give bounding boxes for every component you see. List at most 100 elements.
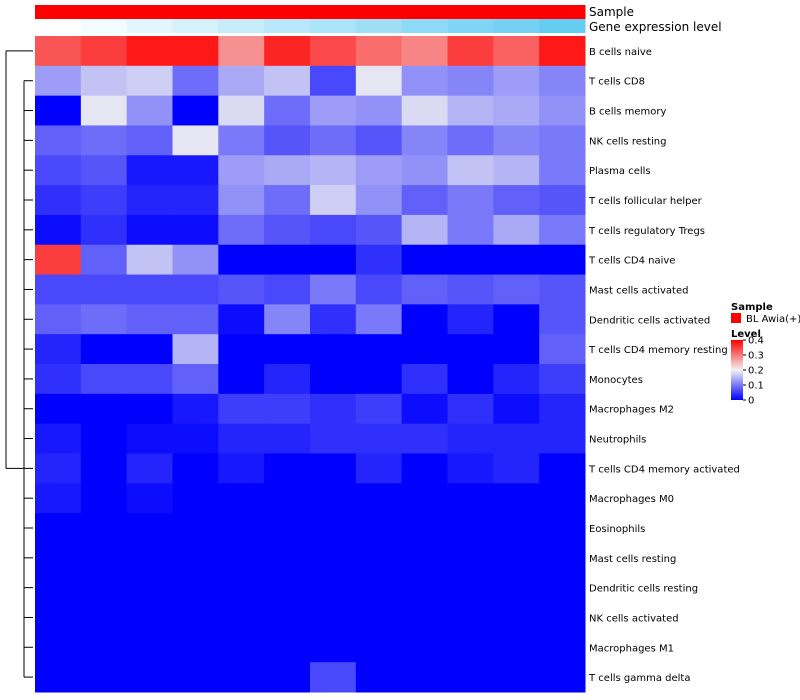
heatmap-cell bbox=[447, 244, 494, 276]
heatmap-cell bbox=[172, 155, 219, 186]
heatmap-cell bbox=[218, 393, 265, 425]
heatmap-cell bbox=[401, 155, 448, 186]
heatmap-cell bbox=[80, 334, 128, 365]
heatmap-cell bbox=[172, 185, 219, 216]
heatmap-cell bbox=[35, 602, 82, 633]
heatmap-cell bbox=[80, 542, 128, 574]
legend-ticks: 0.4 0.3 0.2 0.1 0 bbox=[743, 336, 764, 407]
heatmap-cell bbox=[264, 393, 311, 425]
row-label: NK cells resting bbox=[589, 136, 666, 147]
heatmap-cell bbox=[447, 423, 494, 454]
row-label: B cells memory bbox=[589, 107, 666, 118]
heatmap-cell bbox=[172, 542, 219, 574]
row-label: Macrophages M1 bbox=[589, 643, 674, 654]
heatmap-cell bbox=[80, 602, 128, 633]
heatmap-cell bbox=[355, 274, 403, 305]
heatmap-cell bbox=[264, 483, 311, 514]
heatmap-cell bbox=[264, 602, 311, 633]
heatmap-cell bbox=[447, 513, 494, 544]
heatmap-cell bbox=[80, 155, 128, 186]
heatmap-cell bbox=[35, 155, 82, 186]
heatmap-cell bbox=[539, 334, 586, 365]
heatmap-cell bbox=[539, 214, 586, 246]
heatmap-cell bbox=[310, 95, 357, 126]
heatmap-cell bbox=[539, 125, 586, 156]
sample-track-cell bbox=[447, 5, 494, 19]
heatmap-cell bbox=[172, 125, 219, 156]
heatmap-cell bbox=[401, 662, 448, 693]
heatmap-cell bbox=[401, 95, 448, 126]
heatmap-cell bbox=[493, 95, 540, 126]
row-label: T cells gamma delta bbox=[588, 673, 690, 684]
heatmap-cell bbox=[264, 185, 311, 216]
heatmap-cell bbox=[493, 364, 540, 395]
heatmap-cell bbox=[218, 95, 265, 126]
heatmap-cell bbox=[355, 393, 403, 425]
heatmap-cell bbox=[264, 662, 311, 693]
heatmap-cells bbox=[35, 36, 586, 693]
heatmap-cell bbox=[539, 274, 586, 305]
row-dendrogram bbox=[5, 50, 33, 678]
heatmap-cell bbox=[264, 453, 311, 484]
heatmap-cell bbox=[493, 632, 540, 663]
legend-tick-label: 0 bbox=[748, 396, 754, 407]
heatmap-cell bbox=[172, 65, 219, 97]
heatmap-cell bbox=[493, 244, 540, 276]
sample-track-cell bbox=[493, 5, 540, 19]
heatmap-cell bbox=[310, 185, 357, 216]
heatmap-cell bbox=[401, 364, 448, 395]
heatmap-cell bbox=[539, 602, 586, 633]
heatmap-cell bbox=[35, 513, 82, 544]
heatmap-cell bbox=[401, 513, 448, 544]
heatmap-cell bbox=[539, 662, 586, 693]
heatmap-cell bbox=[310, 632, 357, 663]
row-label: T cells follicular helper bbox=[588, 196, 703, 207]
heatmap-cell bbox=[264, 95, 311, 126]
heatmap-cell bbox=[447, 334, 494, 365]
heatmap-cell bbox=[218, 36, 265, 67]
heatmap-cell bbox=[35, 304, 82, 335]
row-label: T cells regulatory Tregs bbox=[588, 226, 705, 237]
heatmap-cell bbox=[310, 36, 357, 67]
heatmap-cell bbox=[539, 304, 586, 335]
legend: Sample BL Awia(+) Level 0.4 0.3 0.2 0.1 0 bbox=[731, 302, 800, 407]
heatmap-cell bbox=[447, 65, 494, 97]
heatmap-cell bbox=[401, 423, 448, 454]
heatmap-cell bbox=[493, 423, 540, 454]
heatmap-cell bbox=[493, 334, 540, 365]
heatmap-cell bbox=[80, 95, 128, 126]
heatmap-cell bbox=[80, 364, 128, 395]
heatmap-cell bbox=[401, 602, 448, 633]
heatmap-cell bbox=[355, 662, 403, 693]
heatmap-cell bbox=[35, 36, 82, 67]
sample-track-cell bbox=[401, 5, 448, 19]
row-label: Plasma cells bbox=[589, 166, 651, 177]
heatmap-cell bbox=[218, 662, 265, 693]
heatmap-cell bbox=[35, 185, 82, 216]
heatmap-cell bbox=[447, 632, 494, 663]
heatmap-cell bbox=[539, 632, 586, 663]
row-label: Neutrophils bbox=[589, 435, 646, 446]
heatmap-cell bbox=[355, 95, 403, 126]
heatmap-cell bbox=[447, 602, 494, 633]
heatmap-cell bbox=[310, 334, 357, 365]
heatmap-cell bbox=[447, 364, 494, 395]
heatmap-cell bbox=[80, 185, 128, 216]
heatmap-cell bbox=[447, 304, 494, 335]
heatmap-cell bbox=[126, 632, 173, 663]
heatmap-cell bbox=[493, 185, 540, 216]
sample-track-cell bbox=[355, 5, 403, 19]
heatmap-cell bbox=[126, 602, 173, 633]
heatmap-cell bbox=[493, 572, 540, 604]
heatmap-cell bbox=[447, 155, 494, 186]
sample-track-cell bbox=[80, 5, 128, 19]
sample-track-cell bbox=[126, 5, 173, 19]
heatmap-cell bbox=[447, 393, 494, 425]
expression-track-cell bbox=[172, 19, 219, 33]
heatmap-cell bbox=[126, 214, 173, 246]
heatmap-cell bbox=[35, 483, 82, 514]
legend-tick-label: 0.3 bbox=[748, 351, 764, 362]
heatmap-cell bbox=[264, 304, 311, 335]
heatmap-cell bbox=[310, 542, 357, 574]
legend-sample-title: Sample bbox=[731, 302, 773, 313]
